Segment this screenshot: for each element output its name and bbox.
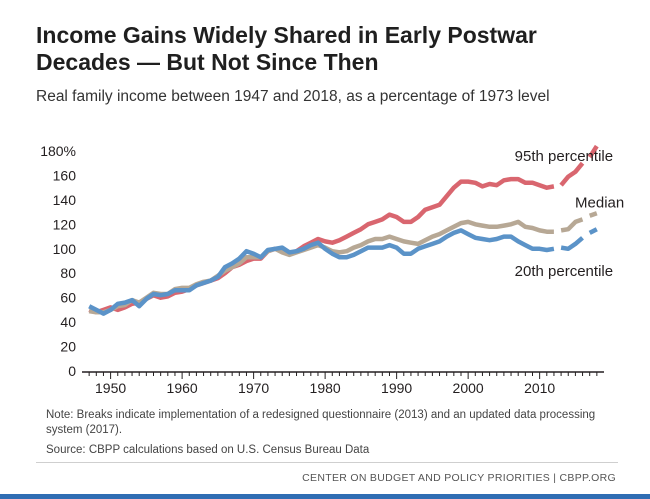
chart-note: Note: Breaks indicate implementation of …	[46, 409, 596, 436]
chart-subtitle: Real family income between 1947 and 2018…	[36, 88, 550, 105]
series-line-p20	[560, 236, 584, 252]
chart-title: Income Gains Widely Shared in Early Post…	[36, 22, 537, 75]
series-line-median	[560, 217, 584, 233]
y-tick-label: 20	[60, 339, 76, 355]
y-tick-label: 180%	[40, 143, 76, 159]
y-tick-label: 120	[53, 216, 77, 232]
x-tick-label: 2000	[453, 380, 484, 396]
series-label: Median	[575, 194, 624, 211]
series-label: 20th percentile	[515, 263, 613, 280]
x-tick-label: 1970	[238, 380, 269, 396]
x-tick-label: 1960	[167, 380, 198, 396]
series-line-p95	[587, 144, 599, 159]
chart-credit: CENTER ON BUDGET AND POLICY PRIORITIES |…	[302, 472, 616, 484]
bottom-accent-bar	[0, 494, 650, 499]
y-tick-label: 100	[53, 241, 77, 257]
y-tick-label: 160	[53, 167, 77, 183]
y-tick-label: 80	[60, 265, 76, 281]
series-line-p95	[88, 176, 555, 315]
x-tick-label: 1950	[95, 380, 126, 396]
y-tick-label: 140	[53, 192, 77, 208]
series-line-median	[588, 211, 598, 218]
y-tick-label: 0	[68, 363, 76, 379]
x-tick-label: 1980	[310, 380, 341, 396]
series-line-p20	[88, 228, 555, 316]
chart-source: Source: CBPP calculations based on U.S. …	[46, 444, 370, 456]
x-tick-label: 1990	[381, 380, 412, 396]
y-tick-label: 40	[60, 314, 76, 330]
x-tick-label: 2010	[524, 380, 555, 396]
series-line-p95	[559, 161, 585, 187]
footer-divider	[36, 462, 618, 463]
y-tick-label: 60	[60, 290, 76, 306]
series-line-p20	[588, 227, 598, 235]
series-label: 95th percentile	[515, 148, 613, 165]
